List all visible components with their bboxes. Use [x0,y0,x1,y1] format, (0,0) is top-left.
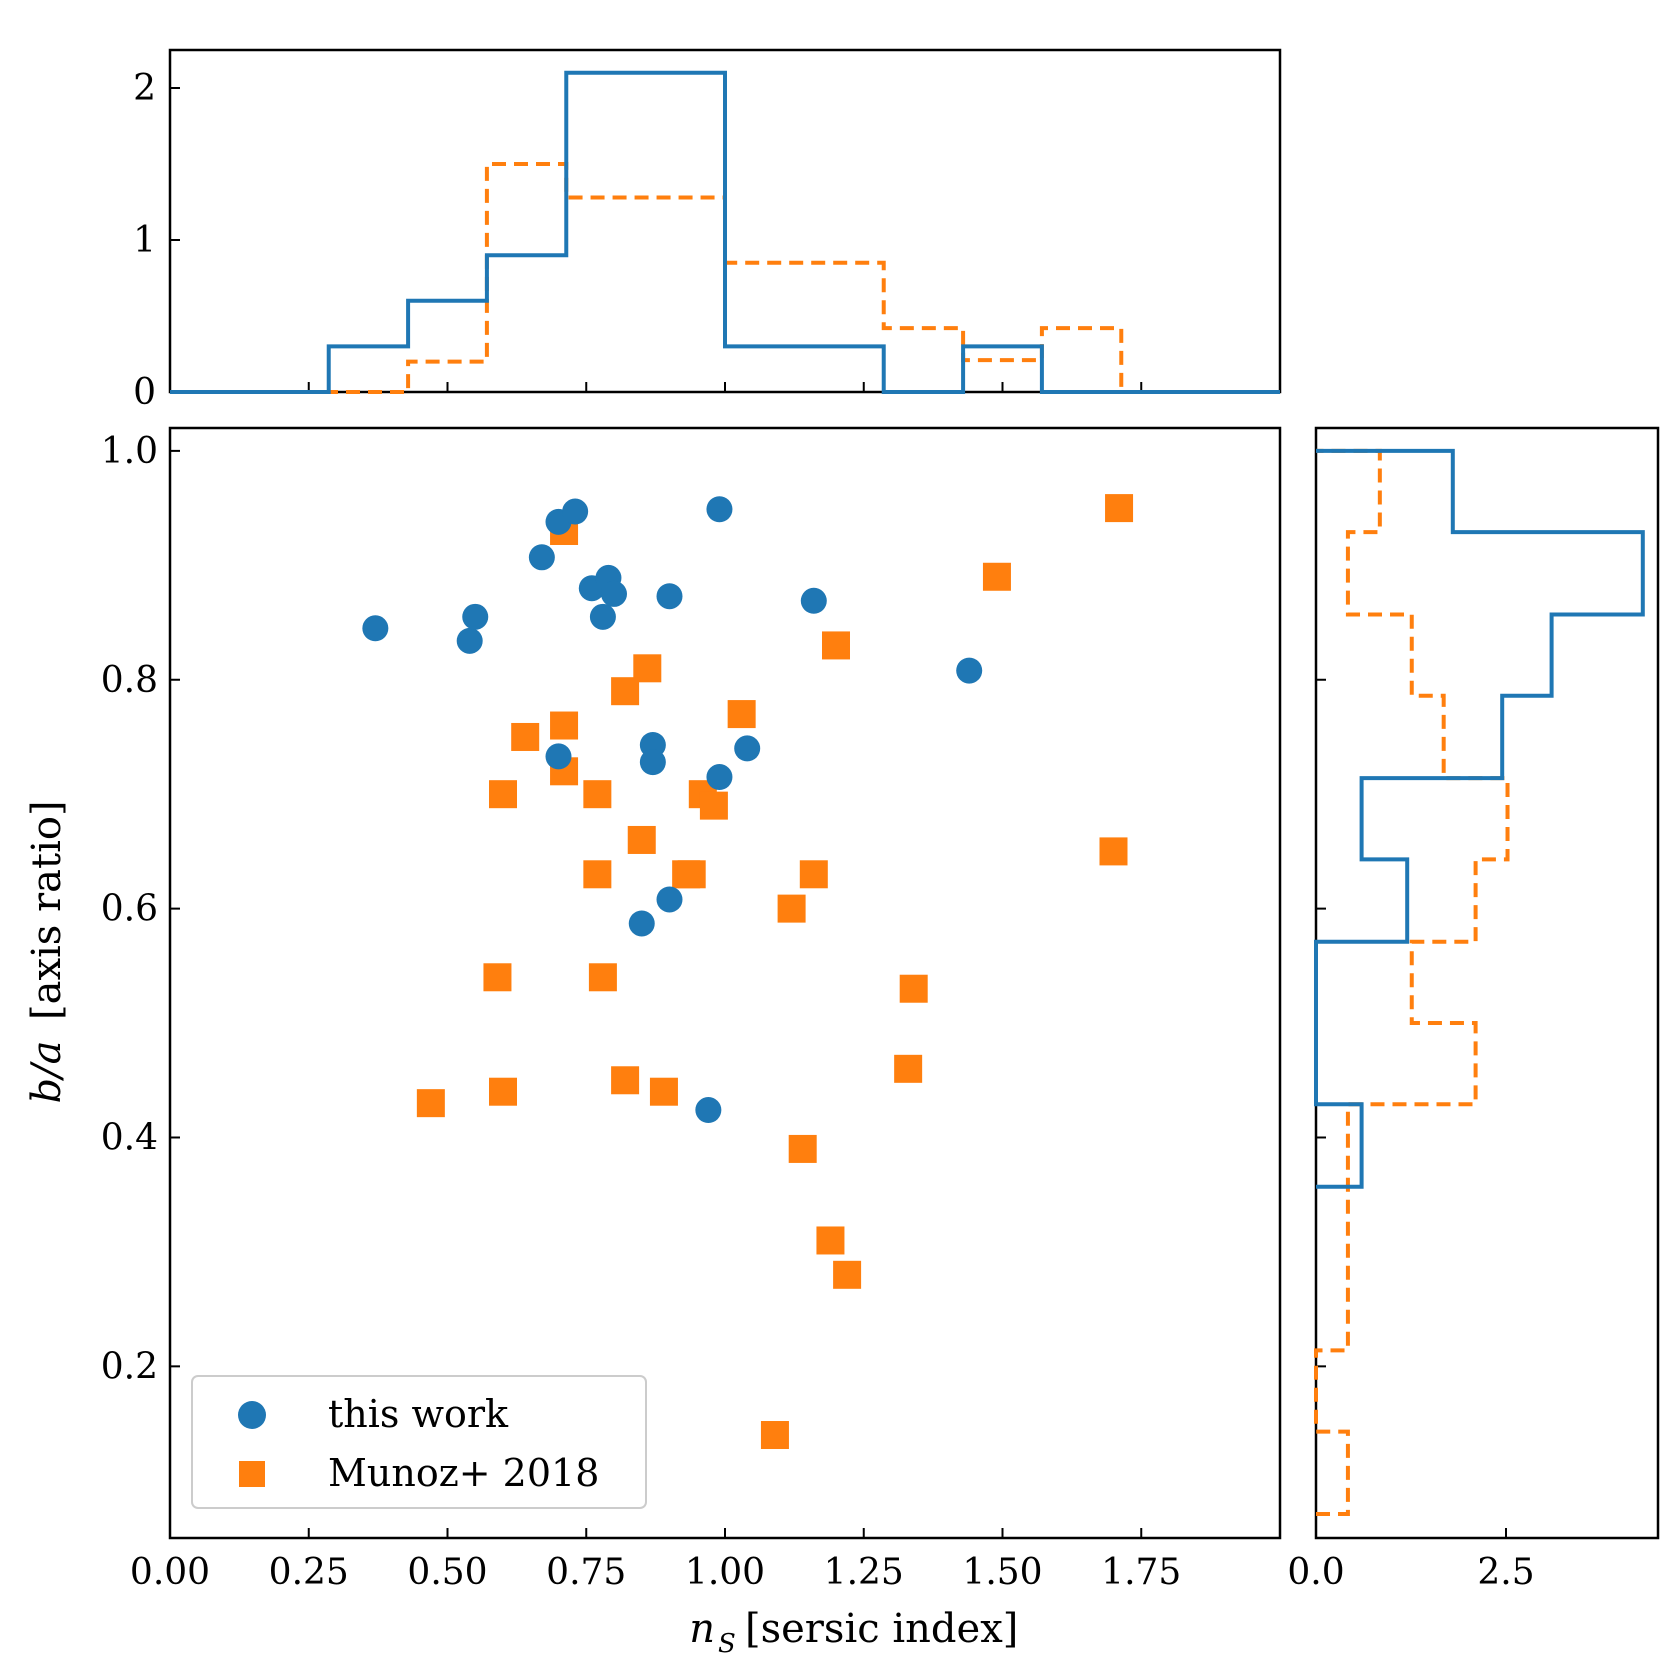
legend-label-munoz: Munoz+ 2018 [328,1451,599,1495]
this-work-point [589,603,616,630]
y-tick-label: 0.2 [101,1346,158,1387]
munoz-point [894,1054,923,1083]
munoz-point [899,974,928,1003]
munoz-point [611,1066,640,1095]
munoz-point [483,963,512,992]
munoz-point [627,825,656,854]
munoz-point [760,1421,789,1450]
x-tick-label: 1.25 [824,1552,904,1593]
this-work-point [706,764,733,791]
munoz-point [833,1260,862,1289]
this-work-point [695,1097,722,1124]
this-work-point [706,496,733,523]
munoz-point [1105,494,1134,523]
munoz-point [611,677,640,706]
this-work-point [362,615,389,642]
legend-box [191,1375,647,1509]
scatter-frame [168,426,1282,1540]
this-work-point [800,587,827,614]
munoz-point [677,860,706,889]
y-tick-label: 0.8 [101,660,158,701]
top-y-tick-label: 1 [133,220,156,261]
this-work-point [545,743,572,770]
munoz-point [727,700,756,729]
munoz-point [699,791,728,820]
x-tick-label: 0.00 [130,1552,210,1593]
x-tick-label: 0.25 [269,1552,349,1593]
y-axis-label-math: b/a [24,1041,70,1104]
legend-marker-this-work [238,1401,266,1429]
munoz-point [822,631,850,660]
munoz-point [550,711,579,740]
this-work-point [656,583,683,610]
munoz-point [788,1134,817,1163]
top-histogram-munoz-step [170,162,1280,394]
top-y-tick-label: 2 [133,68,156,109]
this-work-point [734,735,761,762]
this-work-point [562,498,589,525]
right-x-tick-label: 2.5 [1477,1552,1534,1593]
munoz-point [416,1089,445,1118]
x-tick-label: 0.75 [546,1552,626,1593]
munoz-point [583,860,612,889]
top-histogram: 0 1 2 [133,48,1282,413]
this-work-point [956,657,983,684]
legend-label-this-work: this work [328,1392,509,1436]
x-axis-label-subscript: S [718,1629,736,1659]
x-tick-label: 1.50 [962,1552,1042,1593]
munoz-point [489,1077,517,1106]
right-histogram: 0.0 2.5 [1287,426,1660,1593]
this-work-point [628,910,655,937]
y-tick-label: 1.0 [101,431,158,472]
x-tick-label: 1.75 [1101,1552,1181,1593]
top-y-tick-label: 0 [133,372,156,413]
this-work-point [656,886,683,913]
right-x-tick-label: 0.0 [1287,1552,1344,1593]
munoz-point [982,562,1011,591]
munoz-point [649,1077,678,1106]
right-histogram-this-work-step [1314,448,1645,1189]
y-axis-label: b/a [axis ratio] [24,800,70,1103]
munoz-point [1099,837,1128,866]
top-histogram-this-work-step [170,70,1280,394]
this-work-point [456,627,483,654]
munoz-point [583,780,612,809]
y-axis-label-text: [axis ratio] [24,800,70,1020]
munoz-point [799,860,828,889]
x-axis-label-math: n [689,1606,715,1652]
x-axis-label: n S [sersic index] [689,1606,1018,1659]
x-axis-label-text: [sersic index] [745,1606,1018,1652]
y-tick-label: 0.4 [101,1117,158,1158]
this-work-point [528,544,555,571]
legend-marker-munoz [239,1461,265,1487]
scatter-plot: 0.00 0.25 0.50 0.75 1.00 1.25 1.50 1.75 0.2 0.4 0.… [101,426,1282,1593]
this-work-point [601,580,627,607]
right-histogram-frame [1314,426,1660,1540]
legend: this work Munoz+ 2018 [191,1375,647,1509]
x-tick-label: 1.00 [685,1552,765,1593]
right-histogram-munoz-step [1314,448,1510,1516]
munoz-point [816,1226,845,1255]
munoz-point [777,894,806,923]
x-tick-label: 0.50 [407,1552,487,1593]
this-work-point [639,749,666,776]
this-work-point [462,603,489,630]
y-tick-label: 0.6 [101,889,158,930]
munoz-point [588,963,617,992]
munoz-point [511,722,540,751]
munoz-point [489,780,517,809]
